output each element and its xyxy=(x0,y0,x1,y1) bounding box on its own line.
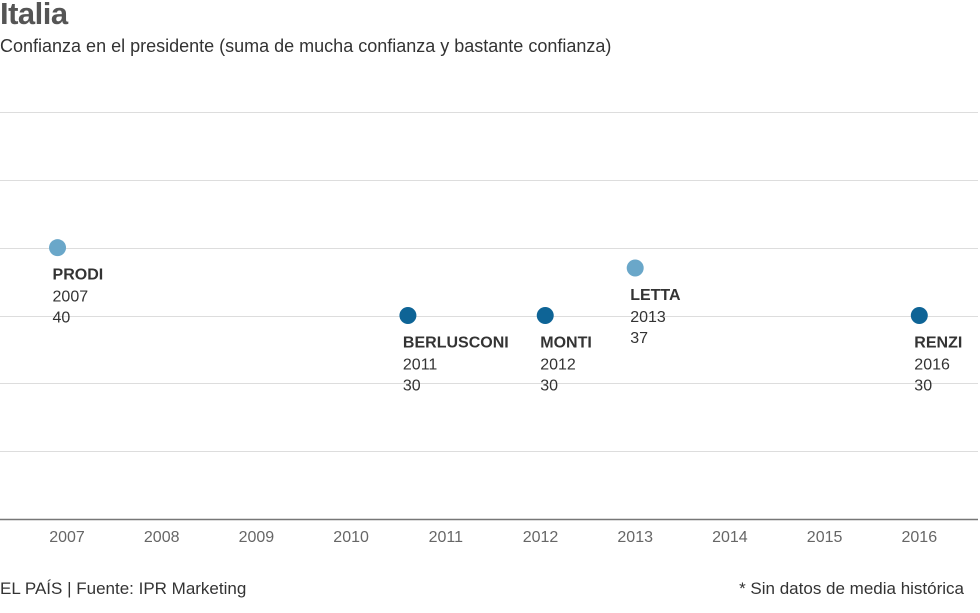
data-point-monti: MONTI 2012 30 xyxy=(536,307,592,395)
point-value-label: 37 xyxy=(630,330,648,347)
point-name-label: RENZI xyxy=(914,335,962,352)
x-tick-label: 2011 xyxy=(429,529,464,546)
point-name-label: MONTI xyxy=(540,335,592,352)
data-point-renzi: RENZI 2016 30 xyxy=(910,307,962,395)
point-name-label: BERLUSCONI xyxy=(403,335,509,352)
point-value-label: 30 xyxy=(540,378,558,395)
point-value-label: 40 xyxy=(53,310,71,327)
data-points: PRODI 2007 40 BERLUSCONI 2011 30 MONTI 2012 30 LE… xyxy=(49,239,962,395)
point-name-label: PRODI xyxy=(53,267,104,284)
point-value-label: 30 xyxy=(914,378,932,395)
chart-subtitle: Confianza en el presidente (suma de much… xyxy=(0,36,612,56)
x-tick-label: 2010 xyxy=(333,529,369,546)
point-marker xyxy=(536,307,554,324)
point-marker xyxy=(49,239,67,257)
point-marker xyxy=(626,259,644,277)
x-axis: 2007 2008 2009 2010 2011 2012 2013 2014 2015 2016 xyxy=(0,518,978,546)
footnote: * Sin datos de media histórica xyxy=(739,579,964,598)
point-year-label: 2013 xyxy=(630,309,666,326)
point-name-label: LETTA xyxy=(630,287,681,304)
gridlines xyxy=(0,112,978,452)
data-point-prodi: PRODI 2007 40 xyxy=(49,239,104,327)
point-marker xyxy=(910,307,928,324)
x-tick-label: 2014 xyxy=(712,529,748,546)
point-year-label: 2011 xyxy=(403,357,438,374)
source-credit: EL PAÍS | Fuente: IPR Marketing xyxy=(0,579,247,598)
point-value-label: 30 xyxy=(403,378,421,395)
x-tick-label: 2008 xyxy=(144,529,180,546)
x-tick-label: 2012 xyxy=(523,529,559,546)
chart-title: Italia xyxy=(0,0,68,31)
x-tick-label: 2013 xyxy=(617,529,653,546)
data-point-berlusconi: BERLUSCONI 2011 30 xyxy=(399,307,509,395)
x-tick-label: 2015 xyxy=(807,529,843,546)
point-marker xyxy=(399,307,417,324)
point-year-label: 2007 xyxy=(53,289,89,306)
point-year-label: 2012 xyxy=(540,357,576,374)
x-tick-label: 2007 xyxy=(49,529,85,546)
x-tick-label: 2009 xyxy=(239,529,275,546)
data-point-letta: LETTA 2013 37 xyxy=(626,259,681,347)
point-year-label: 2016 xyxy=(914,357,950,374)
x-tick-label: 2016 xyxy=(902,529,938,546)
